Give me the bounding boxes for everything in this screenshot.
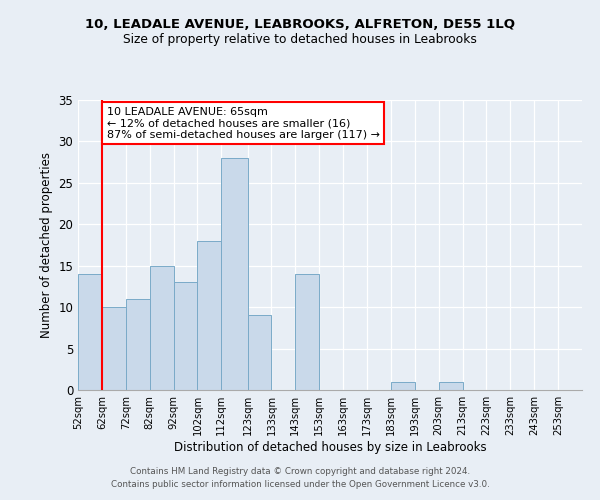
Bar — [102, 307, 126, 390]
Y-axis label: Number of detached properties: Number of detached properties — [40, 152, 53, 338]
Text: 10 LEADALE AVENUE: 65sqm
← 12% of detached houses are smaller (16)
87% of semi-d: 10 LEADALE AVENUE: 65sqm ← 12% of detach… — [107, 106, 380, 140]
Bar — [439, 382, 463, 390]
Bar — [248, 316, 271, 390]
Bar — [295, 274, 319, 390]
Text: Size of property relative to detached houses in Leabrooks: Size of property relative to detached ho… — [123, 32, 477, 46]
Bar — [126, 299, 149, 390]
Bar — [173, 282, 197, 390]
Bar — [149, 266, 173, 390]
X-axis label: Distribution of detached houses by size in Leabrooks: Distribution of detached houses by size … — [173, 441, 487, 454]
Text: Contains public sector information licensed under the Open Government Licence v3: Contains public sector information licen… — [110, 480, 490, 489]
Bar — [78, 274, 102, 390]
Bar — [197, 241, 221, 390]
Text: Contains HM Land Registry data © Crown copyright and database right 2024.: Contains HM Land Registry data © Crown c… — [130, 467, 470, 476]
Text: 10, LEADALE AVENUE, LEABROOKS, ALFRETON, DE55 1LQ: 10, LEADALE AVENUE, LEABROOKS, ALFRETON,… — [85, 18, 515, 30]
Bar — [221, 158, 248, 390]
Bar — [391, 382, 415, 390]
